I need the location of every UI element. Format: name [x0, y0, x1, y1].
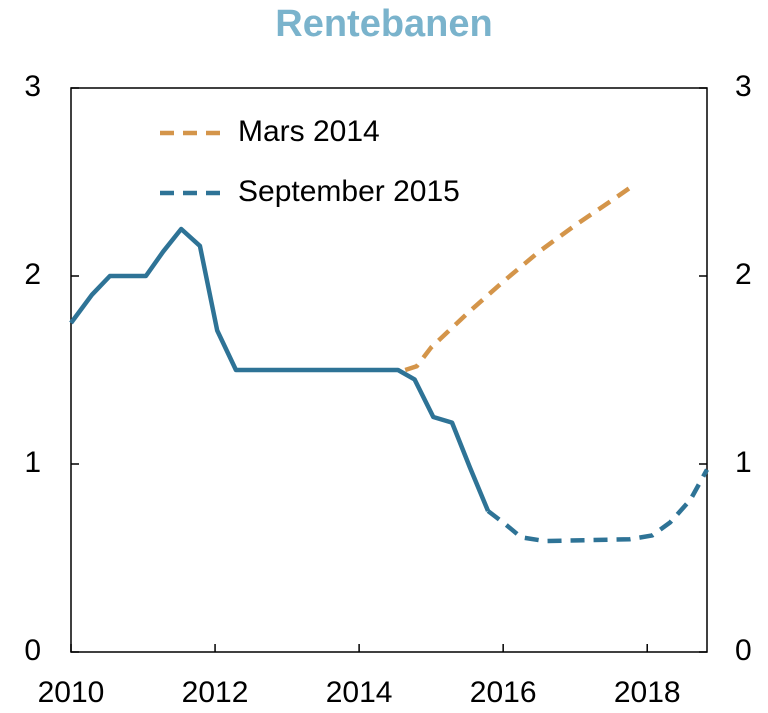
y2-tick-label: 2: [735, 258, 752, 291]
line-series: [69, 226, 491, 512]
plot-frame: [70, 87, 708, 653]
y-tick-label: 0: [24, 634, 41, 667]
legend-label: September 2015: [238, 175, 460, 208]
x-tick-label: 2012: [182, 676, 249, 709]
x-tick-label: 2018: [614, 676, 681, 709]
line-series: [404, 183, 635, 373]
chart-title: Rentebanen: [275, 3, 492, 45]
y2-tick-label: 1: [735, 446, 752, 479]
x-tick-label: 2014: [326, 676, 393, 709]
y2-tick-label: 0: [735, 634, 752, 667]
x-tick-label: 2010: [38, 676, 105, 709]
legend-label: Mars 2014: [238, 115, 380, 148]
y-tick-label: 1: [24, 446, 41, 479]
y2-tick-label: 3: [735, 70, 752, 103]
y-tick-label: 3: [24, 70, 41, 103]
x-tick-label: 2016: [470, 676, 537, 709]
line-series: [486, 468, 709, 544]
y-tick-label: 2: [24, 258, 41, 291]
